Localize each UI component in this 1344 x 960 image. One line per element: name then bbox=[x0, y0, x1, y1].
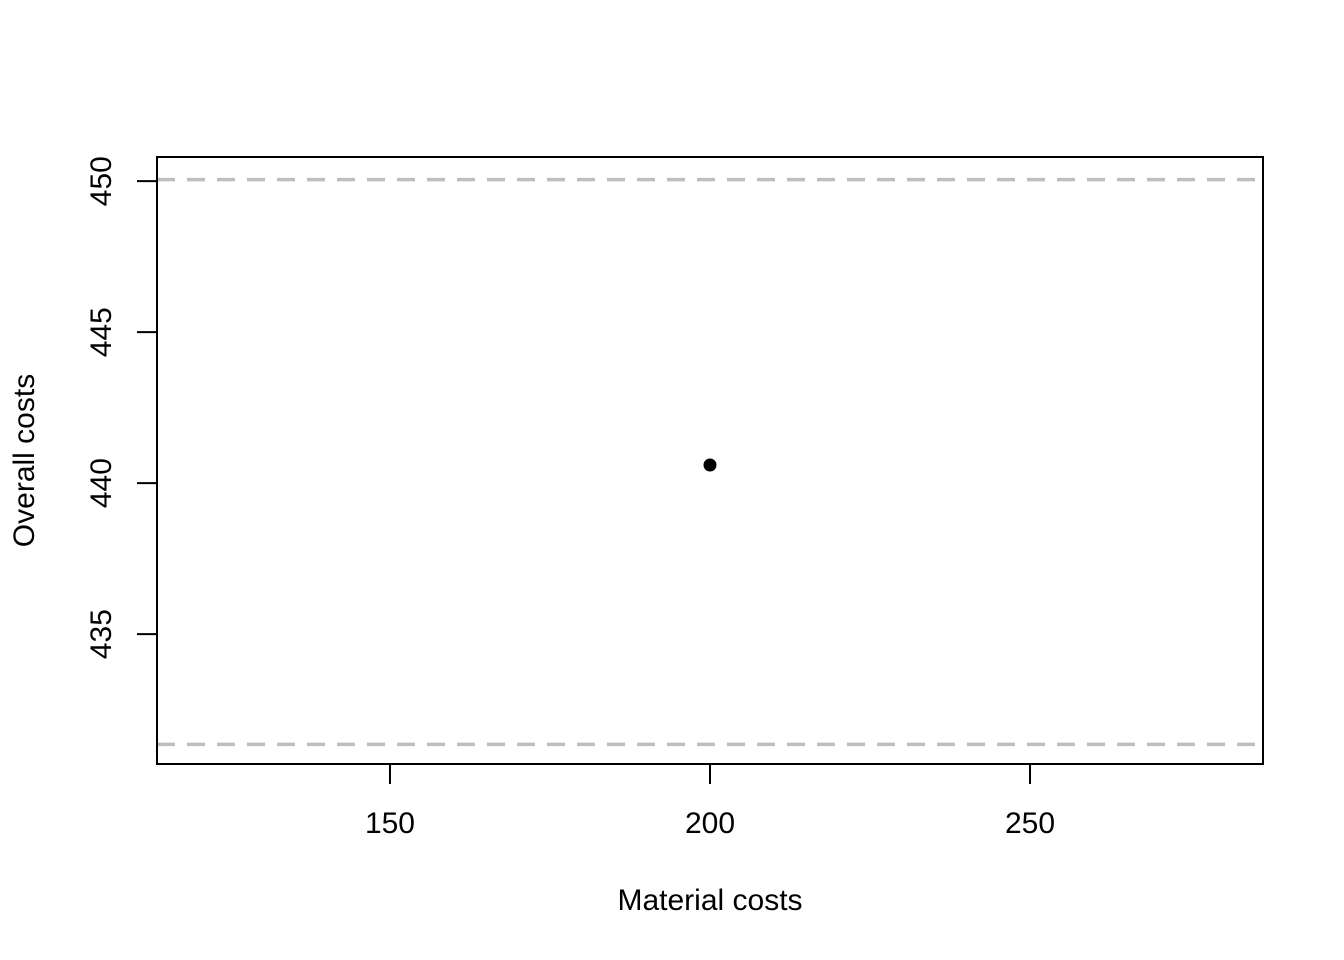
x-axis-label: Material costs bbox=[617, 884, 802, 917]
reference-lines bbox=[157, 177, 1263, 747]
y-axis-label: Overall costs bbox=[8, 374, 41, 547]
y-tick-label: 450 bbox=[85, 156, 118, 206]
y-tick-label: 435 bbox=[85, 609, 118, 659]
data-points bbox=[703, 458, 717, 472]
x-tick-label: 200 bbox=[685, 807, 735, 840]
y-tick-label: 440 bbox=[85, 458, 118, 508]
y-axis: 435 440 445 450 bbox=[85, 156, 157, 659]
y-tick-label: 445 bbox=[85, 307, 118, 357]
x-tick-label: 250 bbox=[1005, 807, 1055, 840]
x-tick-label: 150 bbox=[365, 807, 415, 840]
data-point bbox=[703, 458, 717, 472]
x-axis: 150 200 250 bbox=[365, 764, 1055, 840]
